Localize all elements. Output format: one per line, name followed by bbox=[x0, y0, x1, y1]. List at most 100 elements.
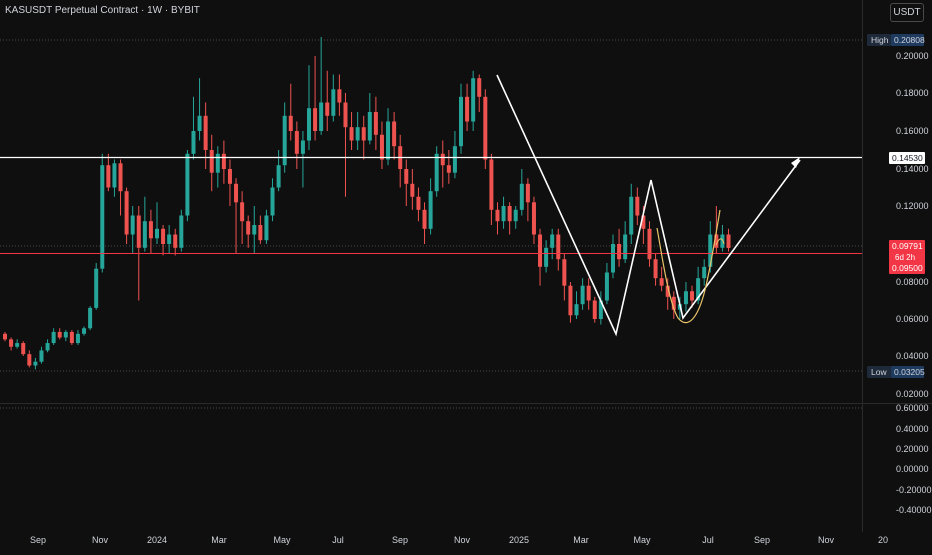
candle-body bbox=[386, 121, 391, 160]
oscillator-tick-label: 0.60000 bbox=[896, 403, 929, 413]
candle-body bbox=[337, 89, 342, 103]
candle-body bbox=[556, 234, 561, 260]
time-tick-label: Sep bbox=[392, 535, 408, 545]
chart-title: KASUSDT Perpetual Contract · 1W · BYBIT bbox=[5, 5, 200, 16]
candle-body bbox=[471, 78, 476, 122]
candle-body bbox=[75, 333, 80, 344]
high-label: High bbox=[871, 35, 889, 45]
candle-body bbox=[623, 234, 628, 260]
candle-body bbox=[586, 285, 591, 301]
candle-body bbox=[51, 331, 56, 344]
oscillator-tick-label: 0.00000 bbox=[896, 464, 929, 474]
candle-body bbox=[82, 328, 87, 334]
candle-body bbox=[714, 234, 719, 248]
last-price-value: 0.09791 bbox=[892, 241, 923, 251]
cup-curve bbox=[656, 209, 721, 324]
time-tick-label: 2024 bbox=[147, 535, 167, 545]
candle-body bbox=[45, 343, 50, 351]
time-tick-label: 20 bbox=[878, 535, 888, 545]
last-price-box bbox=[889, 240, 925, 274]
candle-body bbox=[671, 296, 676, 310]
candle-body bbox=[148, 221, 153, 239]
candle-body bbox=[367, 112, 372, 141]
time-tick-label: Jul bbox=[702, 535, 714, 545]
candle-body bbox=[477, 78, 482, 97]
candle-body bbox=[568, 285, 573, 316]
time-tick-label: Mar bbox=[211, 535, 227, 545]
candle-body bbox=[428, 191, 433, 229]
candle-body bbox=[683, 291, 688, 305]
candle-body bbox=[3, 333, 7, 340]
candle-body bbox=[659, 278, 664, 286]
candle-body bbox=[118, 163, 123, 192]
candle-body bbox=[142, 221, 147, 248]
candle-body bbox=[604, 272, 609, 301]
countdown-value: 6d 2h bbox=[895, 253, 915, 262]
candle-body bbox=[459, 96, 463, 147]
candle-body bbox=[234, 183, 239, 203]
candle-body bbox=[246, 221, 251, 235]
time-tick-label: Mar bbox=[573, 535, 589, 545]
time-tick-label: Jul bbox=[332, 535, 344, 545]
candle-body bbox=[39, 350, 44, 362]
candle-body bbox=[215, 153, 220, 173]
candle-body bbox=[562, 259, 567, 286]
arrow-head bbox=[791, 157, 800, 168]
candle-body bbox=[136, 215, 141, 248]
candle-body bbox=[440, 153, 445, 166]
candle-body bbox=[501, 206, 506, 222]
pattern-drawing bbox=[496, 74, 801, 337]
candle-body bbox=[629, 196, 634, 235]
candle-body bbox=[161, 228, 166, 244]
candle-body bbox=[489, 159, 494, 210]
candle-body bbox=[307, 108, 311, 141]
candle-body bbox=[465, 96, 470, 122]
candle-body bbox=[702, 266, 707, 279]
candle-body bbox=[124, 191, 129, 235]
time-tick-label: May bbox=[633, 535, 651, 545]
support-value: 0.09500 bbox=[892, 263, 923, 273]
candle-body bbox=[416, 196, 421, 210]
candle-body bbox=[209, 150, 214, 173]
candle-body bbox=[325, 102, 330, 116]
candle-body bbox=[173, 234, 178, 248]
candle-body bbox=[179, 215, 184, 248]
low-label-box bbox=[867, 366, 891, 378]
candle-body bbox=[373, 112, 378, 135]
high-label-box bbox=[867, 34, 891, 46]
candle-body bbox=[574, 304, 579, 316]
candle-body bbox=[355, 127, 360, 141]
candle-body bbox=[538, 234, 543, 267]
candle-body bbox=[617, 244, 622, 260]
level-box bbox=[889, 152, 925, 164]
candle-body bbox=[580, 285, 585, 305]
currency-button[interactable]: USDT bbox=[890, 3, 924, 22]
candle-body bbox=[592, 300, 597, 319]
candle-body bbox=[252, 225, 257, 235]
candle-body bbox=[635, 196, 640, 216]
low-value: 0.03205 bbox=[894, 367, 925, 377]
candle-body bbox=[69, 331, 74, 344]
candle-body bbox=[282, 115, 287, 166]
price-tick-label: 0.04000 bbox=[896, 351, 929, 361]
candle-body bbox=[696, 278, 701, 301]
candle-body bbox=[167, 234, 172, 244]
candle-body bbox=[21, 343, 26, 355]
low-value-box bbox=[891, 366, 924, 378]
price-tick-label: 0.08000 bbox=[896, 277, 929, 287]
candle-body bbox=[653, 259, 658, 279]
candle-body bbox=[270, 187, 275, 216]
candle-body bbox=[641, 215, 646, 229]
high-value: 0.20808 bbox=[894, 35, 925, 45]
price-tick-label: 0.12000 bbox=[896, 201, 929, 211]
time-tick-label: 2025 bbox=[509, 535, 529, 545]
candle-body bbox=[57, 331, 62, 338]
time-tick-label: Sep bbox=[754, 535, 770, 545]
oscillator-tick-label: -0.40000 bbox=[896, 505, 932, 515]
candle-body bbox=[434, 153, 439, 192]
candle-body bbox=[112, 163, 117, 188]
time-tick-label: Nov bbox=[92, 535, 109, 545]
